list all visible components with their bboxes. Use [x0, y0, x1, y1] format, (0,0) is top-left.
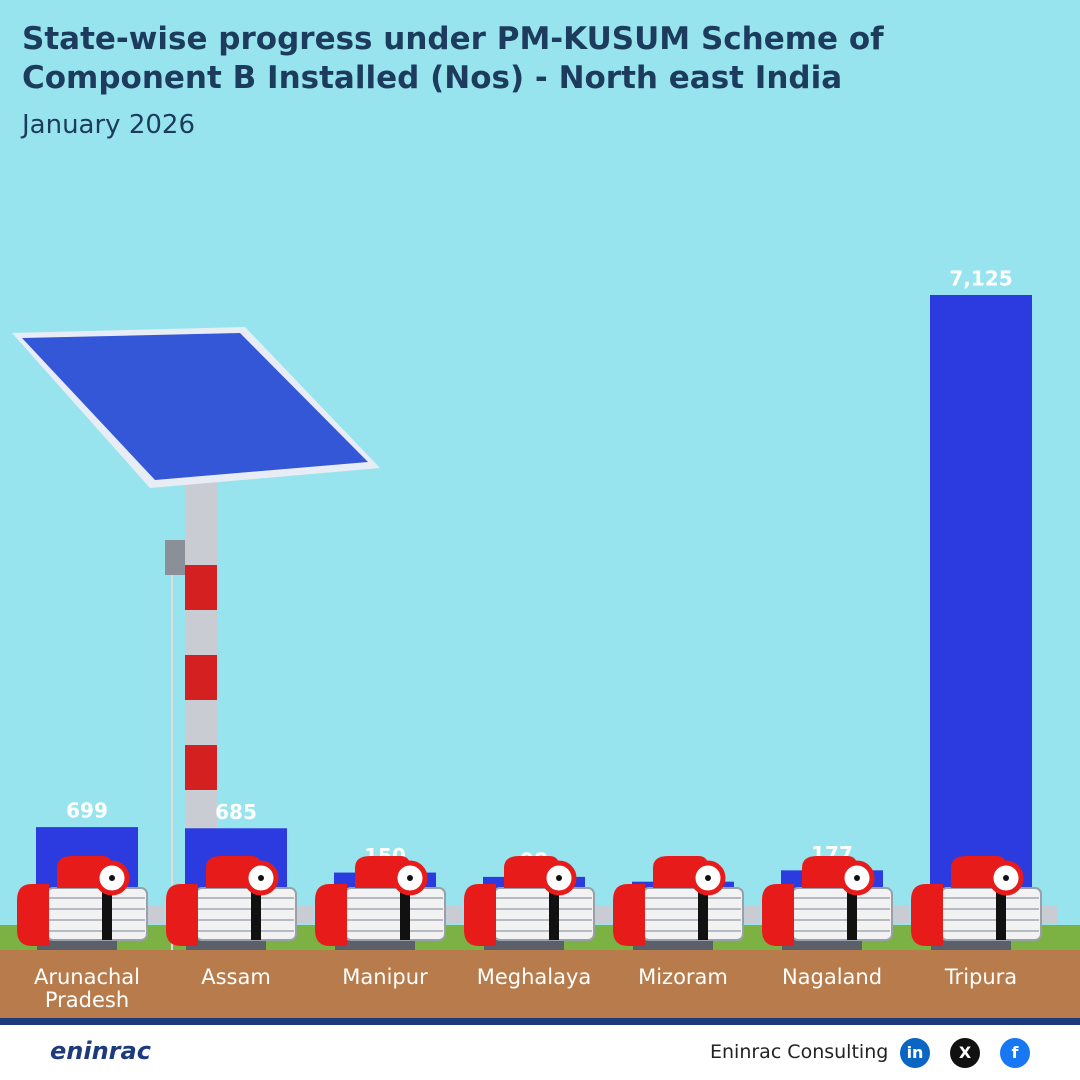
pump-body [46, 887, 148, 941]
pump-body [195, 887, 297, 941]
pump-band [549, 888, 559, 940]
value-label: 699 [66, 799, 108, 823]
x-tick-label: Mizoram [638, 965, 728, 989]
pump-hub [556, 875, 562, 881]
pump-band [847, 888, 857, 940]
ground-line [0, 1018, 1080, 1025]
pump-cap [762, 884, 794, 946]
pump-body [493, 887, 595, 941]
pump-band [102, 888, 112, 940]
pump-cap [464, 884, 496, 946]
social-icon: f [1000, 1038, 1030, 1068]
pump-body [791, 887, 893, 941]
pump [911, 856, 1058, 950]
pump-hub [258, 875, 264, 881]
x-tick-label: Manipur [342, 965, 428, 989]
value-label: 685 [215, 800, 257, 824]
pump-hub [109, 875, 115, 881]
pump-cap [911, 884, 943, 946]
pump-band [996, 888, 1006, 940]
pump-body [642, 887, 744, 941]
pump-band [400, 888, 410, 940]
pump-cap [166, 884, 198, 946]
pump-body [940, 887, 1042, 941]
x-tick-label: Assam [201, 965, 271, 989]
pump-cap [17, 884, 49, 946]
pump-band [251, 888, 261, 940]
social-icon: in [900, 1038, 930, 1068]
pump [613, 856, 760, 950]
pump-hub [705, 875, 711, 881]
pump [762, 856, 909, 950]
x-tick-label: Tripura [944, 965, 1018, 989]
pump-cap [315, 884, 347, 946]
social-icon: X [950, 1038, 980, 1068]
brand: Eninrac Consulting [710, 1041, 889, 1063]
chart-title: State-wise progress under PM-KUSUM Schem… [22, 21, 884, 96]
pump-body [344, 887, 446, 941]
x-tick-label: Nagaland [781, 965, 883, 989]
pump [315, 856, 462, 950]
solar-pole [12, 327, 380, 950]
x-tick-label: Meghalaya [476, 965, 592, 989]
chart-subtitle: January 2026 [22, 110, 195, 140]
pump-band [698, 888, 708, 940]
pump-hub [854, 875, 860, 881]
pump-cap [613, 884, 645, 946]
pump-hub [1003, 875, 1009, 881]
pump-hub [407, 875, 413, 881]
bar [930, 295, 1032, 905]
value-label: 7,125 [949, 267, 1012, 291]
pump [166, 856, 313, 950]
logo: eninrac [50, 1037, 151, 1065]
pump [17, 856, 164, 950]
soil [0, 950, 1080, 1020]
pump [464, 856, 611, 950]
x-tick-label: Arunachal Pradesh [33, 965, 141, 1012]
